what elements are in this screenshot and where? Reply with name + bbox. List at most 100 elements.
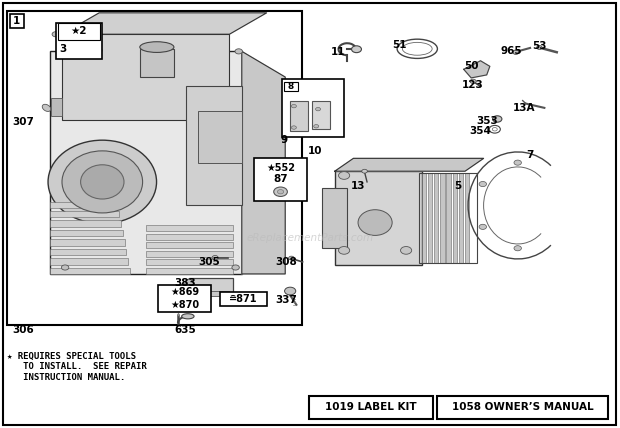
Ellipse shape bbox=[61, 265, 69, 270]
Text: 635: 635 bbox=[174, 325, 196, 336]
Ellipse shape bbox=[352, 46, 361, 53]
Bar bbox=[50, 202, 117, 208]
Bar bbox=[7, 11, 302, 325]
Ellipse shape bbox=[62, 151, 143, 213]
Ellipse shape bbox=[273, 187, 287, 196]
Ellipse shape bbox=[277, 190, 283, 194]
Text: 8: 8 bbox=[288, 82, 294, 91]
Bar bbox=[146, 251, 232, 257]
Text: 337: 337 bbox=[275, 295, 298, 306]
Ellipse shape bbox=[358, 210, 392, 235]
Text: ★870: ★870 bbox=[170, 300, 199, 309]
Ellipse shape bbox=[182, 314, 194, 319]
Bar bbox=[50, 230, 123, 236]
Bar bbox=[50, 239, 125, 246]
Ellipse shape bbox=[339, 172, 350, 179]
Text: 3: 3 bbox=[60, 44, 67, 54]
Bar bbox=[56, 23, 102, 59]
Bar bbox=[428, 173, 432, 263]
Bar bbox=[434, 173, 438, 263]
Bar bbox=[418, 173, 477, 263]
Bar bbox=[459, 173, 463, 263]
Bar bbox=[189, 291, 229, 296]
Bar bbox=[220, 292, 267, 306]
Ellipse shape bbox=[514, 246, 521, 251]
Bar bbox=[290, 101, 308, 131]
Ellipse shape bbox=[291, 104, 296, 108]
Bar bbox=[465, 173, 469, 263]
Text: 53: 53 bbox=[532, 41, 547, 51]
Text: 51: 51 bbox=[392, 40, 407, 50]
Polygon shape bbox=[335, 158, 484, 171]
Ellipse shape bbox=[316, 107, 321, 111]
Bar bbox=[422, 173, 426, 263]
Ellipse shape bbox=[493, 116, 502, 122]
Bar bbox=[50, 51, 242, 274]
Ellipse shape bbox=[48, 140, 156, 223]
Ellipse shape bbox=[479, 181, 487, 187]
Text: 13A: 13A bbox=[513, 103, 535, 113]
Bar bbox=[186, 86, 242, 205]
Text: 306: 306 bbox=[12, 325, 35, 336]
Text: 9: 9 bbox=[280, 135, 288, 145]
Ellipse shape bbox=[470, 79, 476, 83]
Bar bbox=[312, 101, 330, 129]
Bar bbox=[453, 173, 457, 263]
Text: 10: 10 bbox=[308, 146, 322, 156]
Text: ≘871: ≘871 bbox=[229, 294, 257, 304]
Ellipse shape bbox=[537, 46, 542, 50]
Bar bbox=[146, 268, 232, 274]
Bar bbox=[146, 242, 232, 248]
Ellipse shape bbox=[140, 42, 174, 53]
Ellipse shape bbox=[42, 104, 51, 111]
Bar bbox=[50, 220, 121, 227]
Bar bbox=[282, 79, 344, 137]
Text: eReplacementParts.com: eReplacementParts.com bbox=[246, 232, 374, 243]
Bar bbox=[437, 396, 608, 419]
Text: 965: 965 bbox=[501, 45, 522, 56]
Bar bbox=[158, 285, 211, 312]
Text: 1058 OWNER’S MANUAL: 1058 OWNER’S MANUAL bbox=[451, 402, 593, 413]
Ellipse shape bbox=[288, 256, 294, 260]
Bar bbox=[51, 98, 62, 116]
Ellipse shape bbox=[78, 46, 102, 55]
Ellipse shape bbox=[212, 256, 218, 260]
Text: ★552: ★552 bbox=[266, 163, 295, 173]
Text: 383: 383 bbox=[174, 278, 196, 288]
Ellipse shape bbox=[235, 49, 242, 54]
Bar bbox=[335, 171, 422, 265]
Text: 1019 LABEL KIT: 1019 LABEL KIT bbox=[325, 402, 417, 413]
Ellipse shape bbox=[52, 32, 60, 37]
Polygon shape bbox=[242, 51, 285, 274]
Text: ★2: ★2 bbox=[71, 27, 87, 36]
Bar bbox=[254, 158, 307, 201]
Bar bbox=[284, 82, 298, 91]
Ellipse shape bbox=[232, 265, 239, 270]
Bar bbox=[446, 173, 451, 263]
Bar bbox=[50, 249, 126, 255]
Bar bbox=[146, 259, 232, 265]
Bar bbox=[50, 211, 119, 217]
Bar bbox=[50, 258, 128, 265]
Text: 5: 5 bbox=[454, 181, 461, 191]
Ellipse shape bbox=[513, 50, 519, 54]
Text: ★869: ★869 bbox=[170, 288, 199, 297]
Ellipse shape bbox=[314, 125, 319, 128]
Text: 7: 7 bbox=[526, 150, 534, 160]
Text: 87: 87 bbox=[273, 174, 288, 184]
Bar bbox=[440, 173, 445, 263]
Text: 353: 353 bbox=[476, 116, 498, 126]
Ellipse shape bbox=[479, 224, 487, 229]
Ellipse shape bbox=[285, 287, 296, 295]
Bar bbox=[140, 49, 174, 77]
Ellipse shape bbox=[362, 169, 367, 173]
Ellipse shape bbox=[514, 160, 521, 165]
Polygon shape bbox=[464, 61, 490, 78]
Bar bbox=[146, 225, 232, 231]
Bar bbox=[309, 396, 433, 419]
Text: 305: 305 bbox=[198, 257, 221, 267]
Text: ★ REQUIRES SPECIAL TOOLS
   TO INSTALL.  SEE REPAIR
   INSTRUCTION MANUAL.: ★ REQUIRES SPECIAL TOOLS TO INSTALL. SEE… bbox=[7, 352, 147, 382]
Bar bbox=[198, 111, 242, 163]
Text: 308: 308 bbox=[275, 257, 298, 267]
Ellipse shape bbox=[339, 247, 350, 254]
